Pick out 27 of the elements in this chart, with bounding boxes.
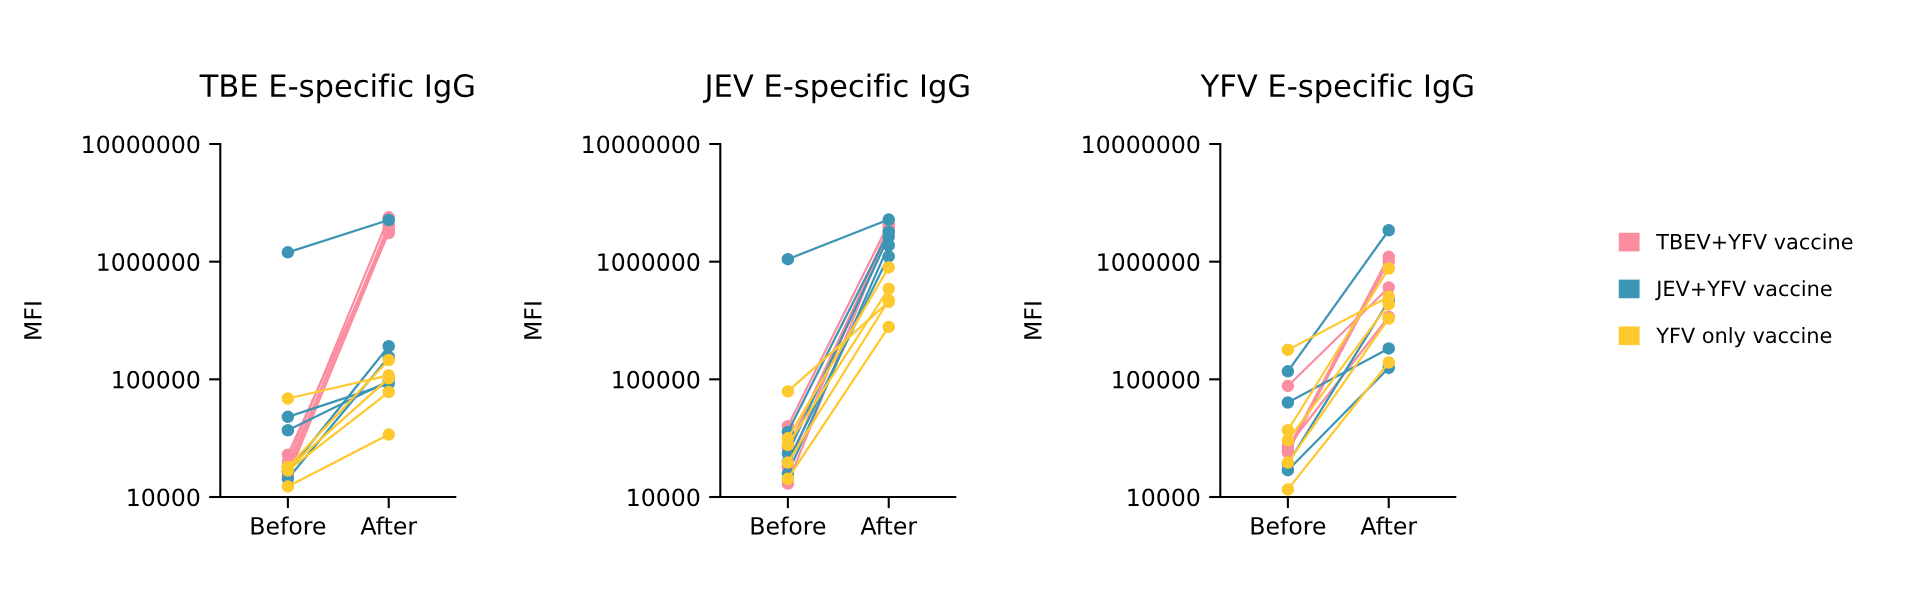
y-tick-label: 10000	[628, 488, 700, 507]
x-tick-label: After	[860, 516, 918, 535]
y-tick-label: 100000	[113, 370, 200, 389]
y-tick-label: 100000	[613, 370, 700, 389]
x-tick-label: After	[1360, 516, 1418, 535]
y-tick-label: 1000000	[1098, 253, 1200, 271]
y-tick-label: 10000	[128, 488, 200, 507]
y-tick-label: 1000000	[598, 253, 700, 271]
x-tick-label: Before	[751, 516, 826, 535]
x-tick-label: Before	[1251, 516, 1326, 535]
legend-label: JEV+YFV vaccine	[1655, 280, 1832, 301]
x-tick-label: After	[360, 516, 418, 535]
y-tick-label: 10000000	[1083, 135, 1200, 154]
chart-title: YFV E-specific IgG	[1200, 73, 1473, 104]
y-axis-title: MFI	[524, 302, 542, 339]
x-tick-label: Before	[251, 516, 326, 535]
y-tick-label: 100000	[1113, 370, 1200, 389]
chart-title: TBE E-specific IgG	[199, 73, 474, 104]
y-tick-label: 10000000	[83, 135, 200, 154]
y-axis-title: MFI	[24, 302, 42, 339]
y-tick-label: 10000000	[583, 135, 700, 154]
y-tick-label: 10000	[1128, 488, 1200, 507]
y-tick-label: 1000000	[98, 253, 200, 271]
legend-label: TBEV+YFV vaccine	[1656, 233, 1853, 250]
legend-label: YFV only vaccine	[1656, 327, 1832, 348]
y-axis-title: MFI	[1024, 302, 1042, 339]
chart-title: JEV E-specific IgG	[702, 73, 969, 104]
